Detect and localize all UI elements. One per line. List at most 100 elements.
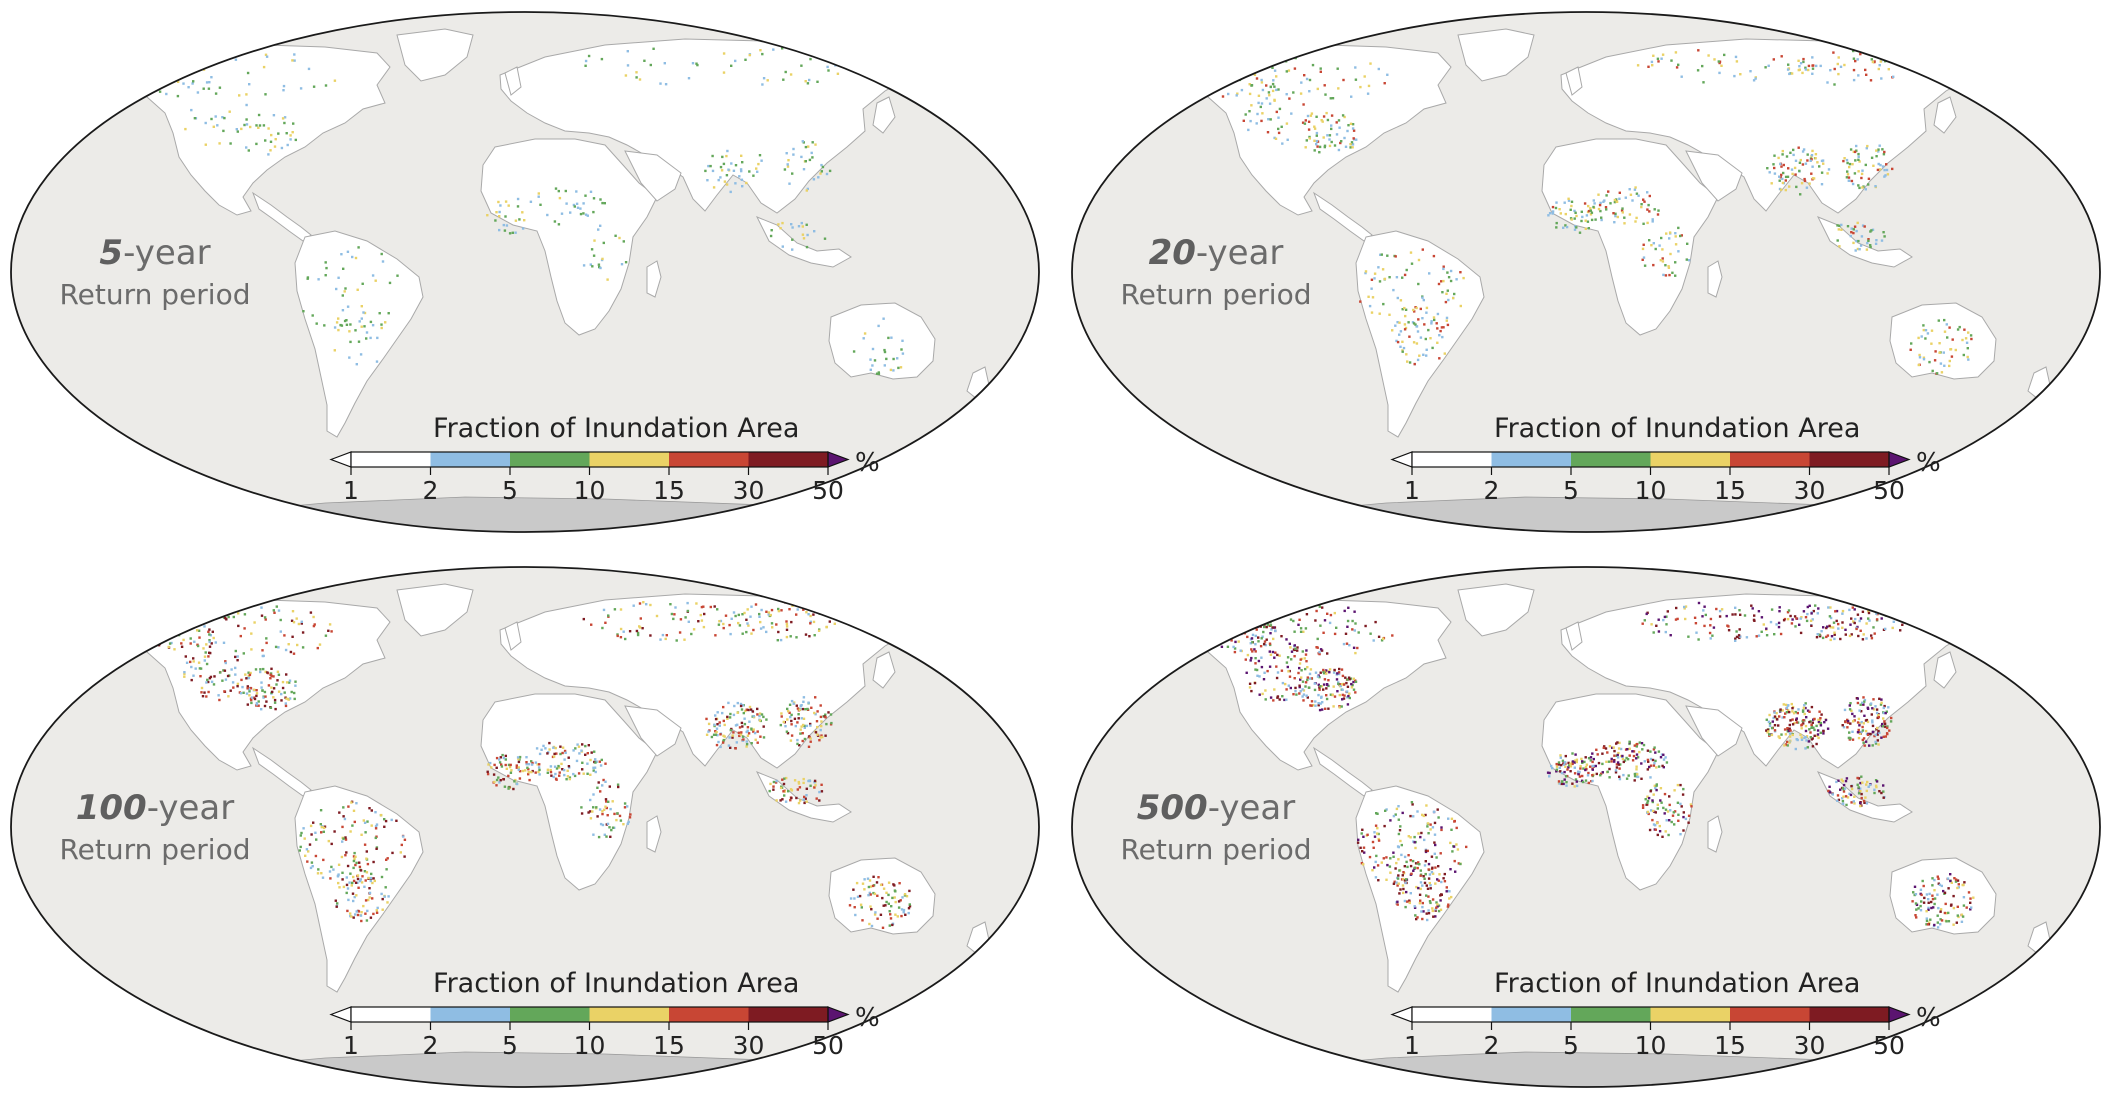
inundation-cell <box>806 82 810 85</box>
inundation-cell <box>614 234 617 237</box>
inundation-cell <box>1337 148 1341 152</box>
inundation-cell <box>722 162 726 166</box>
inundation-cell <box>1453 292 1456 296</box>
inundation-cell <box>395 819 398 822</box>
inundation-cell <box>192 660 195 663</box>
inundation-cell <box>748 53 751 57</box>
inundation-cell <box>870 924 874 928</box>
inundation-cell <box>580 812 584 815</box>
inundation-cell <box>384 886 387 889</box>
inundation-cell <box>1377 839 1381 842</box>
inundation-cell <box>359 914 363 917</box>
inundation-cell <box>1646 799 1650 803</box>
inundation-cell <box>1399 839 1402 843</box>
inundation-cell <box>1775 623 1778 626</box>
inundation-cell <box>1614 212 1617 215</box>
inundation-cell <box>1882 735 1885 738</box>
inundation-cell <box>1351 127 1355 130</box>
inundation-cell <box>830 721 833 725</box>
inundation-cell <box>1395 339 1398 343</box>
inundation-cell <box>1680 234 1683 237</box>
return-period-title: 20-year <box>1086 233 1346 273</box>
inundation-cell <box>1280 669 1284 672</box>
continent-uk <box>504 621 522 651</box>
inundation-cell <box>722 734 725 737</box>
inundation-cell <box>1562 782 1565 786</box>
inundation-cell <box>1874 784 1878 787</box>
inundation-cell <box>1878 64 1881 67</box>
inundation-cell <box>1786 709 1790 712</box>
inundation-cell <box>1788 741 1791 744</box>
inundation-cell <box>1684 617 1687 621</box>
continent-greenland <box>1457 583 1535 637</box>
inundation-cell <box>733 704 736 708</box>
colorbar-title: Fraction of Inundation Area <box>1494 968 1861 999</box>
inundation-cell <box>555 767 559 770</box>
inundation-cell <box>1870 713 1873 716</box>
map-border <box>1071 566 2101 1088</box>
inundation-cell <box>784 725 787 728</box>
inundation-cell <box>1424 813 1427 817</box>
inundation-cell <box>502 223 505 227</box>
inundation-cell <box>1558 782 1561 785</box>
inundation-cell <box>1302 699 1305 702</box>
inundation-cell <box>1718 609 1722 613</box>
inundation-cell <box>715 731 718 734</box>
inundation-cell <box>396 274 399 277</box>
inundation-cell <box>1436 341 1439 344</box>
inundation-cell <box>1800 738 1804 741</box>
inundation-cell <box>312 85 316 88</box>
inundation-cell <box>1560 782 1563 786</box>
inundation-cell <box>1559 754 1562 757</box>
inundation-cell <box>1637 194 1640 197</box>
inundation-cell <box>1304 627 1308 630</box>
inundation-cell <box>1865 789 1868 793</box>
inundation-cell <box>797 782 801 785</box>
inundation-cell <box>237 612 240 615</box>
inundation-cell <box>790 620 793 624</box>
inundation-cell <box>1635 775 1638 778</box>
colorbar <box>1390 451 1911 475</box>
inundation-cell <box>1869 702 1873 705</box>
inundation-cell <box>1298 692 1301 695</box>
inundation-cell <box>324 634 328 637</box>
colorbar-unit: % <box>1916 448 1941 478</box>
inundation-cell <box>1432 316 1436 319</box>
inundation-cell <box>1911 900 1914 903</box>
inundation-cell <box>1848 165 1851 169</box>
inundation-cell <box>591 265 594 268</box>
inundation-cell <box>1881 148 1884 151</box>
inundation-cell <box>1274 629 1277 632</box>
inundation-cell <box>1615 198 1618 201</box>
inundation-cell <box>330 865 333 869</box>
inundation-cell <box>901 339 904 342</box>
inundation-cell <box>1949 348 1953 351</box>
inundation-cell <box>1436 903 1439 906</box>
inundation-cell <box>289 134 292 137</box>
inundation-cell <box>1943 891 1947 894</box>
inundation-cell <box>1752 79 1756 82</box>
inundation-cell <box>245 103 248 107</box>
inundation-cell <box>664 637 667 641</box>
inundation-cell <box>198 667 202 670</box>
inundation-cell <box>1679 783 1682 787</box>
inundation-cell <box>1666 810 1670 813</box>
inundation-cell <box>899 899 902 902</box>
inundation-cell <box>1564 775 1568 778</box>
inundation-cell <box>1352 646 1356 649</box>
inundation-cell <box>1271 626 1274 629</box>
inundation-cell <box>1575 214 1578 218</box>
inundation-cell <box>1852 620 1855 623</box>
inundation-cell <box>1587 209 1591 213</box>
inundation-cell <box>882 887 886 890</box>
inundation-cell <box>1841 621 1844 624</box>
inundation-cell <box>891 923 894 927</box>
inundation-cell <box>1843 157 1846 160</box>
inundation-cell <box>1780 55 1783 58</box>
inundation-cell <box>1814 157 1817 160</box>
inundation-cell <box>1260 665 1264 669</box>
inundation-cell <box>1377 837 1380 841</box>
inundation-cell <box>210 642 213 645</box>
inundation-cell <box>1400 878 1404 881</box>
inundation-cell <box>1434 882 1437 885</box>
